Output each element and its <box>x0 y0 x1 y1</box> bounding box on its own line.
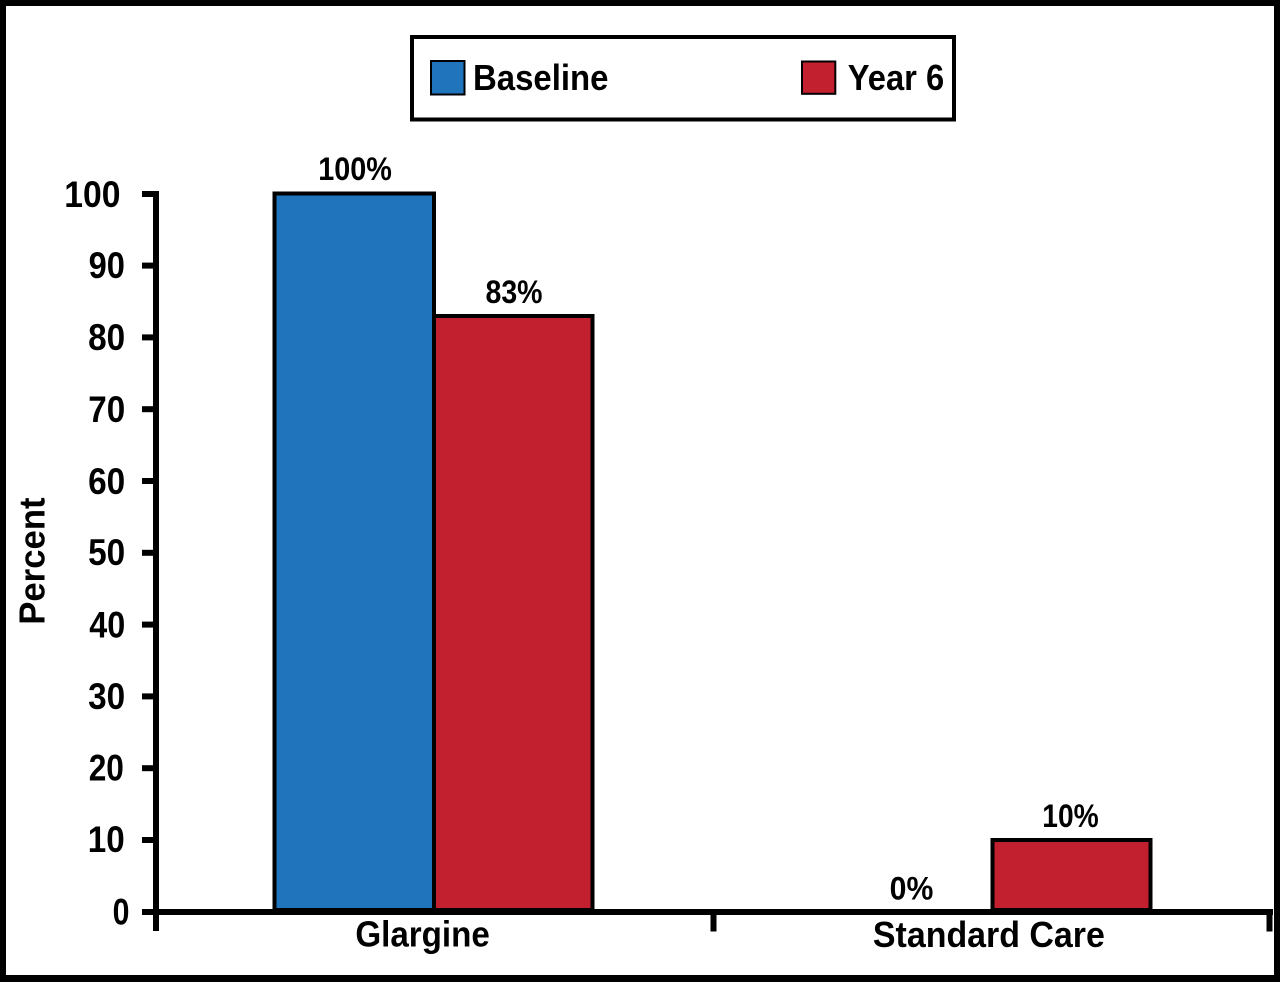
svg-text:70: 70 <box>88 389 125 430</box>
svg-text:80: 80 <box>88 317 125 358</box>
svg-text:10: 10 <box>88 819 125 860</box>
svg-text:100%: 100% <box>318 151 392 187</box>
svg-text:Year 6: Year 6 <box>848 57 944 98</box>
svg-text:20: 20 <box>89 748 124 789</box>
svg-text:Baseline: Baseline <box>473 57 608 98</box>
svg-text:10%: 10% <box>1042 798 1098 834</box>
svg-text:Glargine: Glargine <box>355 914 489 955</box>
svg-text:0%: 0% <box>890 871 934 907</box>
svg-text:50: 50 <box>88 532 125 573</box>
svg-text:90: 90 <box>89 245 125 286</box>
svg-text:60: 60 <box>88 461 125 502</box>
svg-text:40: 40 <box>89 604 125 645</box>
svg-text:Standard Care: Standard Care <box>873 914 1105 955</box>
svg-text:83%: 83% <box>486 274 543 310</box>
svg-text:Percent: Percent <box>11 497 52 624</box>
svg-text:0: 0 <box>113 892 130 933</box>
svg-text:100: 100 <box>64 174 120 215</box>
svg-text:30: 30 <box>88 676 125 717</box>
